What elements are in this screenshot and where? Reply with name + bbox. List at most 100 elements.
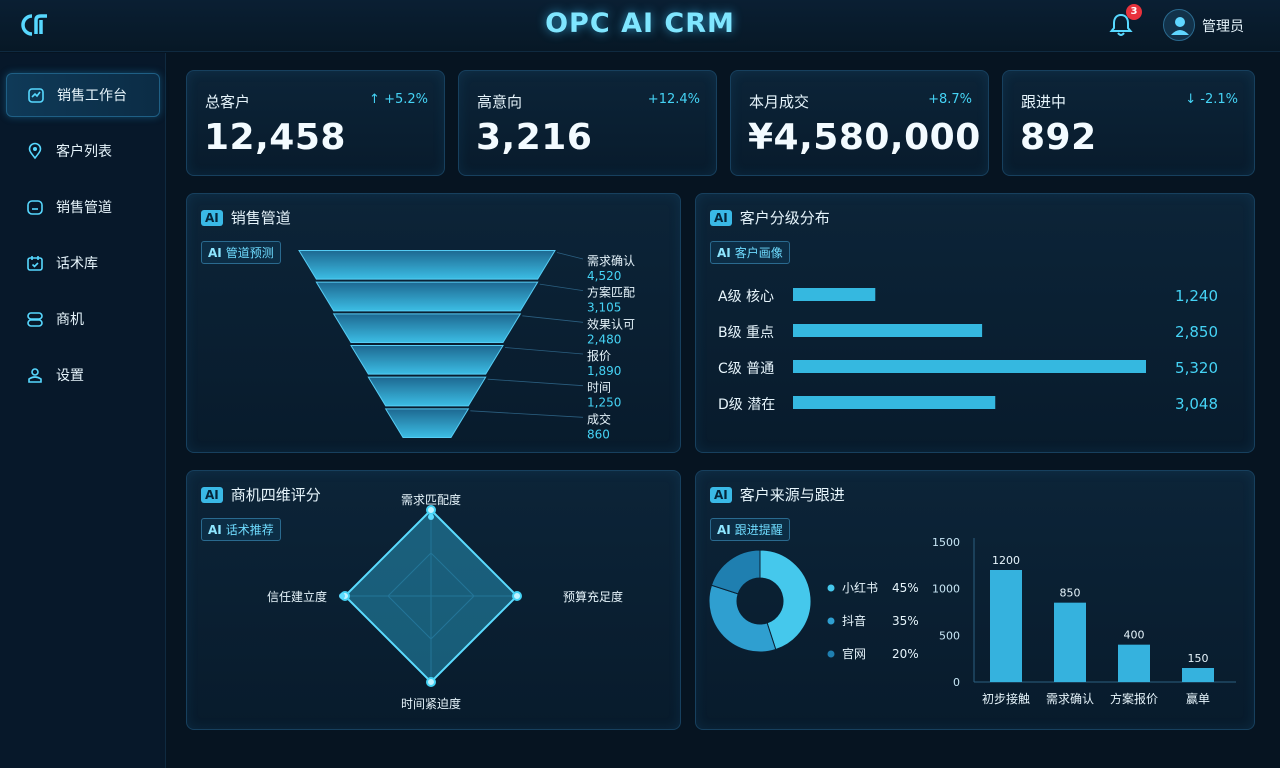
panel-customer-grades: AI 客户分级分布 AI 客户画像 A级 核心 1,240 B级 重点 2,850 C级 …: [695, 193, 1255, 453]
funnel-leader-line: [487, 378, 584, 387]
funnel-stage-value: 860: [587, 427, 610, 441]
radar-point: [426, 677, 436, 687]
funnel-stage: [350, 345, 504, 375]
x-tick-label: 需求确认: [1046, 692, 1094, 706]
funnel-stage-label: 效果认可: [587, 316, 635, 331]
y-tick-label: 1000: [932, 583, 960, 596]
x-tick-label: 赢单: [1186, 691, 1210, 706]
funnel-stage-value: 4,520: [587, 269, 621, 283]
app-logo-icon[interactable]: [16, 10, 50, 40]
column-bar: [1118, 644, 1150, 682]
column-data-label: 150: [1188, 652, 1209, 665]
settings-icon: [28, 368, 42, 383]
ai-tag-customer-profile[interactable]: AI 客户画像: [710, 241, 790, 264]
sidebar-item-sales-pipeline[interactable]: 销售管道: [6, 185, 160, 229]
stat-card-following[interactable]: 跟进中 ↓ -2.1% 892: [1002, 70, 1255, 176]
legend-label: 抖音: [842, 613, 866, 628]
sidebar-item-opportunity[interactable]: 商机: [6, 297, 160, 341]
radar-axis-label: 信任建立度: [267, 589, 327, 604]
ai-badge: AI: [201, 486, 223, 503]
radar-axis-dot: [339, 593, 345, 599]
ai-badge: AI: [710, 486, 732, 503]
donut-slice: [708, 584, 777, 653]
panel-sales-pipeline: AI 销售管道 AI 管道预测 需求确认 4,520 方案匹配 3,105 效果认可 2,4…: [186, 193, 681, 453]
stat-card-monthly-deals[interactable]: 本月成交 +8.7% ¥4,580,000: [730, 70, 989, 176]
sidebar-item-label: 设置: [56, 368, 84, 384]
funnel-stage: [315, 281, 539, 312]
ai-tag-mark: AI: [208, 246, 222, 260]
panel-title: AI 客户来源与跟进: [710, 484, 845, 505]
stat-change: +8.7%: [928, 92, 972, 107]
stat-label: 跟进中: [1021, 93, 1067, 111]
sidebar-item-label: 客户列表: [56, 144, 112, 160]
radar-axis-label: 预算充足度: [563, 589, 623, 604]
pipeline-icon: [27, 200, 43, 215]
funnel-leader-line: [556, 252, 584, 260]
stat-card-high-intent[interactable]: 高意向 +12.4% 3,216: [458, 70, 717, 176]
column-bar: [1182, 668, 1214, 682]
dashboard-icon: [28, 88, 44, 103]
column-bar: [990, 570, 1022, 682]
radar-point: [512, 591, 522, 601]
grade-bar: [793, 324, 983, 337]
funnel-stage-label: 成交: [587, 411, 611, 426]
grade-label: C级 普通: [718, 361, 774, 377]
y-tick-label: 1500: [932, 536, 960, 549]
panel-opportunity-score: AI 商机四维评分 AI 话术推荐 需求匹配度 预算充足度 时间紧迫度 信任建立度: [186, 470, 681, 730]
grade-label: B级 重点: [718, 325, 774, 341]
funnel-stage: [298, 250, 556, 280]
notification-bell-icon[interactable]: [1108, 12, 1134, 38]
panel-title-text: 客户来源与跟进: [739, 486, 845, 504]
ai-tag-pipeline-forecast[interactable]: AI 管道预测: [201, 241, 281, 264]
notification-badge: 3: [1126, 4, 1142, 20]
grade-value: 3,048: [1175, 395, 1218, 413]
stat-card-total-customers[interactable]: 总客户 ↑ +5.2% 12,458: [186, 70, 445, 176]
ai-badge: AI: [710, 209, 732, 226]
panel-title-text: 销售管道: [230, 209, 291, 227]
grade-bar-chart: A级 核心 1,240 B级 重点 2,850 C级 普通 5,320 D级 潜在 3,048: [718, 287, 1218, 413]
ai-tag-mark: AI: [717, 523, 731, 537]
script-library-icon: [27, 256, 43, 271]
sidebar-item-script-library[interactable]: 话术库: [6, 241, 160, 285]
y-tick-label: 0: [953, 676, 960, 689]
stat-value: 3,216: [476, 117, 593, 158]
funnel-leader-line: [504, 347, 584, 355]
ai-tag-followup-reminder[interactable]: AI 跟进提醒: [710, 518, 790, 541]
funnel-leader-line: [522, 315, 584, 323]
y-tick-label: 500: [939, 629, 960, 642]
ai-tag-script-recommend[interactable]: AI 话术推荐: [201, 518, 281, 541]
grade-bar: [793, 396, 996, 409]
user-name[interactable]: 管理员: [1202, 19, 1244, 35]
funnel-leader-line: [470, 410, 584, 418]
grade-bar: [793, 288, 876, 301]
column-bar: [1054, 602, 1086, 682]
radar-area: [343, 508, 519, 684]
sources-charts: 小红书 45% 抖音 35% 官网 20% 0 500 1000 1500 1200 初步接触 850 需…: [708, 536, 1236, 706]
legend-percent: 20%: [892, 647, 919, 661]
funnel-stage-value: 3,105: [587, 301, 621, 315]
grade-label: A级 核心: [718, 289, 774, 305]
user-icon: [1171, 17, 1189, 35]
donut-slice: [759, 549, 812, 651]
stat-value: ¥4,580,000: [748, 117, 981, 158]
x-tick-label: 方案报价: [1110, 691, 1158, 706]
column-data-label: 1200: [992, 554, 1020, 567]
panel-title: AI 商机四维评分: [201, 484, 321, 505]
app-title: OPC AI CRM: [545, 8, 735, 39]
panel-customer-sources: AI 客户来源与跟进 AI 跟进提醒 小红书 45% 抖音 35% 官网 20% 0 500 10…: [695, 470, 1255, 730]
sidebar-item-sales-workbench[interactable]: 销售工作台: [6, 73, 160, 117]
panel-title-text: 客户分级分布: [739, 209, 830, 227]
grade-value: 5,320: [1175, 359, 1218, 377]
funnel-stage: [367, 376, 487, 407]
sidebar-item-settings[interactable]: 设置: [6, 353, 160, 397]
panel-title: AI 销售管道: [201, 207, 291, 228]
user-avatar[interactable]: [1163, 9, 1195, 41]
sidebar-item-label: 销售工作台: [57, 88, 127, 104]
stat-value: 12,458: [204, 117, 346, 158]
stat-change: ↓ -2.1%: [1185, 92, 1238, 107]
legend-percent: 45%: [892, 581, 919, 595]
radar-axis-label: 时间紧迫度: [401, 696, 461, 711]
legend-percent: 35%: [892, 614, 919, 628]
sidebar-item-customer-list[interactable]: 客户列表: [6, 129, 160, 173]
